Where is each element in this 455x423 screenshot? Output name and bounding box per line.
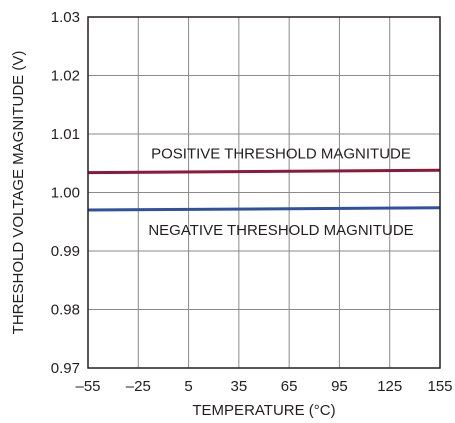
y-tick-label: 0.97	[51, 360, 80, 377]
plot-frame	[87, 16, 441, 369]
y-tick-labels: 0.97 0.98 0.99 1.00 1.01 1.02 1.03	[51, 9, 80, 377]
series-lines	[87, 168, 441, 212]
grid	[87, 16, 441, 369]
series-line-negative	[87, 206, 441, 212]
y-tick-label: 1.03	[51, 9, 80, 26]
x-axis-title: TEMPERATURE (°C)	[192, 402, 335, 419]
series-line-positive	[87, 168, 441, 175]
x-tick-label: 95	[331, 378, 348, 395]
y-tick-label: 0.98	[51, 302, 80, 319]
x-tick-label: 35	[231, 378, 248, 395]
y-tick-label: 1.02	[51, 68, 80, 85]
y-tick-label: 1.00	[51, 185, 80, 202]
x-tick-label: –55	[75, 378, 100, 395]
x-tick-label: 5	[184, 378, 192, 395]
y-tick-label: 0.99	[51, 243, 80, 260]
x-tick-label: –25	[126, 378, 151, 395]
x-tick-label: 125	[377, 378, 402, 395]
x-tick-label: 155	[427, 378, 452, 395]
x-tick-labels: –55 –25 5 35 65 95 125 155	[75, 378, 452, 395]
series-label-negative: NEGATIVE THRESHOLD MAGNITUDE	[148, 222, 413, 239]
x-tick-label: 65	[281, 378, 298, 395]
series-annotations: POSITIVE THRESHOLD MAGNITUDE NEGATIVE THR…	[148, 146, 413, 239]
y-tick-label: 1.01	[51, 126, 80, 143]
series-label-positive: POSITIVE THRESHOLD MAGNITUDE	[151, 146, 411, 163]
y-axis-title: THRESHOLD VOLTAGE MAGNITUDE (V)	[10, 51, 27, 335]
